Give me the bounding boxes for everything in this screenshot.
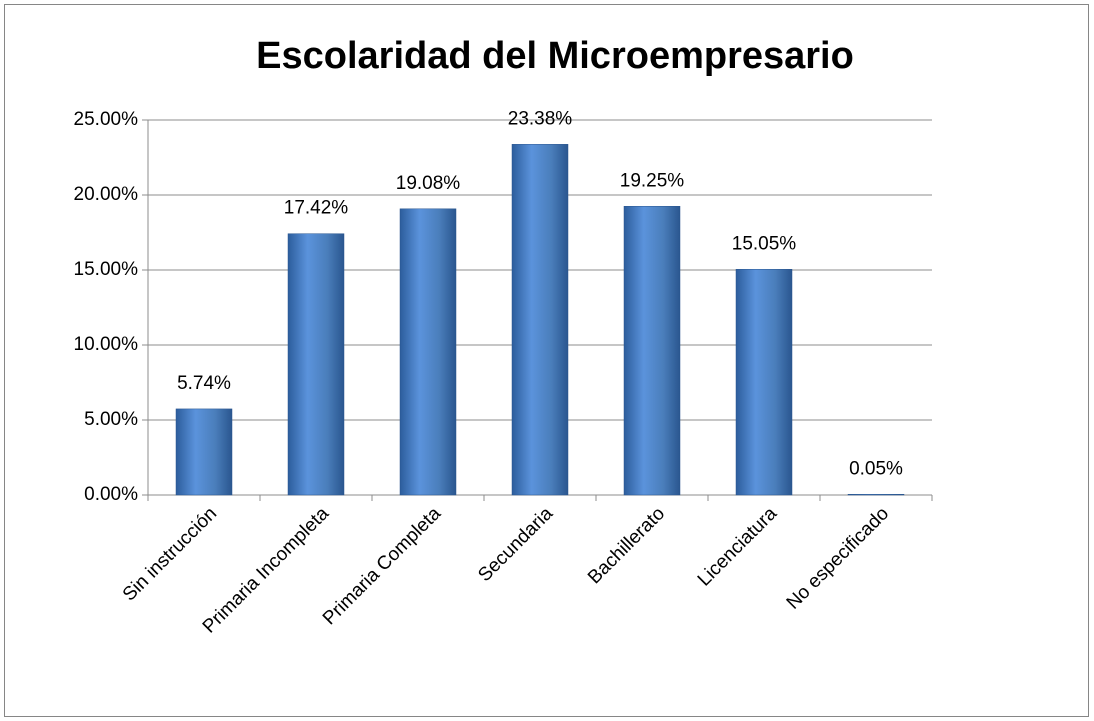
y-tick-label: 20.00%	[74, 184, 139, 205]
value-label: 23.38%	[508, 108, 573, 129]
y-tick-label: 25.00%	[74, 109, 139, 130]
bar	[511, 144, 569, 496]
y-tick-label: 15.00%	[74, 259, 139, 280]
chart-title: Escolaridad del Microempresario	[256, 35, 854, 77]
value-label: 19.25%	[620, 170, 685, 191]
y-tick-label: 0.00%	[84, 484, 138, 505]
bar	[175, 408, 233, 496]
bar	[847, 494, 905, 496]
value-label: 15.05%	[732, 233, 797, 254]
bar	[623, 206, 681, 496]
y-tick-label: 10.00%	[74, 334, 139, 355]
y-tick-label: 5.00%	[84, 409, 138, 430]
value-label: 17.42%	[284, 198, 349, 219]
value-label: 0.05%	[849, 458, 903, 479]
value-label: 5.74%	[177, 373, 231, 394]
value-label: 19.08%	[396, 173, 461, 194]
bar	[287, 233, 345, 496]
bar	[735, 269, 793, 496]
bar	[399, 208, 457, 496]
